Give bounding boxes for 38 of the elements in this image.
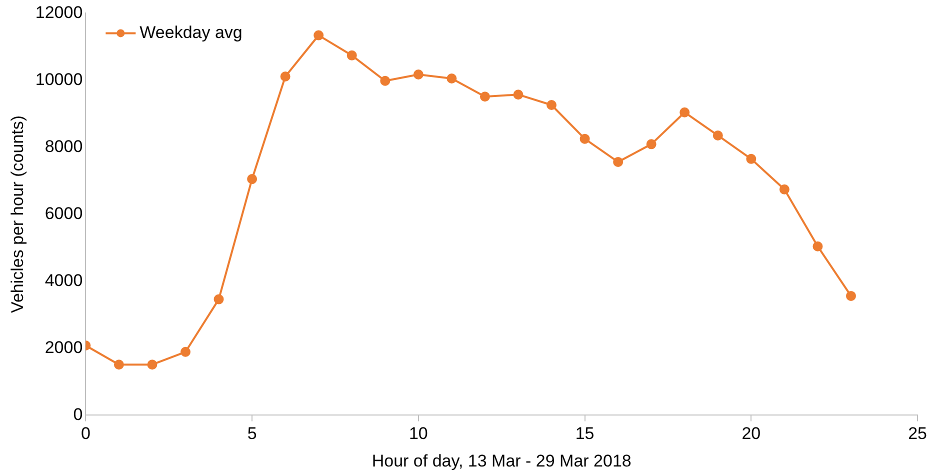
x-tick-label: 25	[908, 424, 928, 444]
point	[147, 360, 158, 370]
point	[812, 241, 823, 252]
y-tick-label: 12000	[35, 2, 83, 22]
x-tick-label: 20	[742, 424, 761, 444]
y-tick-label: 8000	[44, 136, 83, 156]
y-axis-title: Vehicles per hour (counts)	[8, 115, 27, 313]
y-tick-label: 6000	[44, 204, 83, 223]
point	[446, 74, 457, 84]
x-axis-title: Hour of day, 13 Mar - 29 Mar 2018	[372, 451, 632, 470]
point	[413, 70, 424, 80]
point	[247, 174, 258, 184]
point	[580, 134, 590, 144]
x-tick-label: 15	[575, 424, 594, 444]
point	[712, 130, 723, 140]
legend-label: Weekday avg	[140, 22, 242, 42]
point	[180, 346, 190, 357]
point	[646, 139, 656, 150]
point	[779, 184, 790, 194]
y-tick-label: 0	[73, 404, 83, 424]
point	[214, 294, 224, 304]
point	[280, 72, 290, 82]
point	[513, 90, 524, 100]
point	[613, 156, 624, 167]
point	[480, 92, 490, 102]
y-tick-label: 2000	[44, 338, 83, 357]
y-tick-label: 10000	[35, 70, 83, 89]
y-tick-label: 4000	[44, 270, 83, 290]
point	[346, 50, 357, 60]
point	[746, 154, 756, 164]
x-tick-label: 10	[408, 424, 428, 444]
x-tick-label: 5	[247, 424, 257, 444]
point	[380, 76, 390, 86]
point	[846, 290, 856, 301]
point	[114, 360, 124, 370]
point	[314, 30, 324, 40]
point	[680, 107, 690, 118]
point	[546, 100, 557, 110]
